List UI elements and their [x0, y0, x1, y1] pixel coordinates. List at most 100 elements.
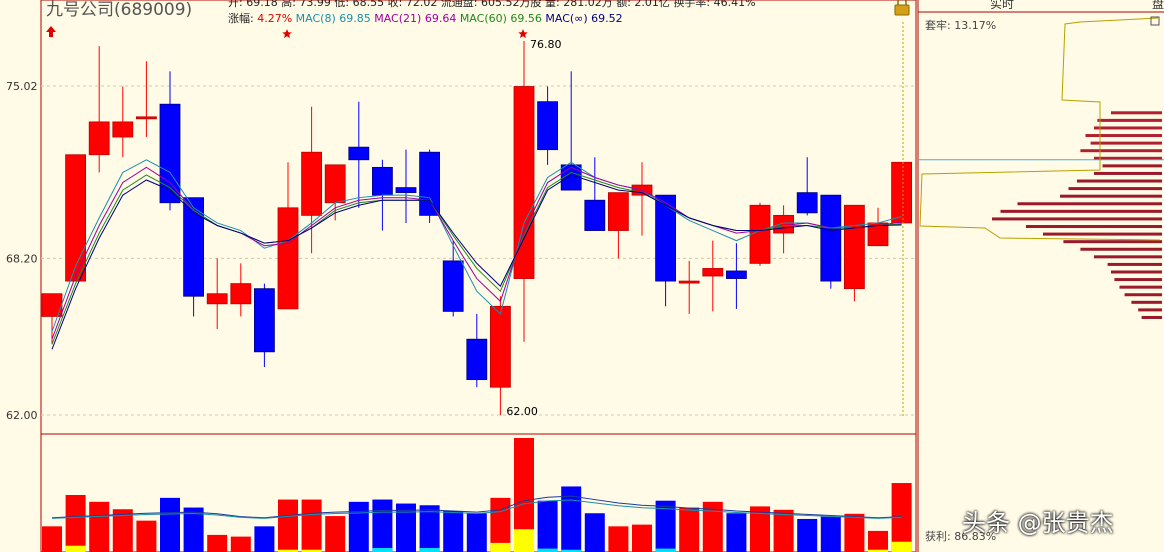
- lock-icon: [894, 4, 910, 16]
- candle-body-16: [419, 151, 441, 216]
- y-tick-label-2: 75.02: [6, 80, 38, 93]
- volume-highlight-16: [419, 548, 440, 552]
- candle-body-5: [159, 103, 181, 204]
- candle-body-23: [584, 199, 606, 231]
- quote-label-1: 高:: [281, 0, 296, 9]
- candle-body-28: [702, 268, 724, 277]
- indicator-label-0: 涨幅:: [228, 12, 254, 25]
- candle-body-18: [466, 338, 488, 381]
- candle-body-4: [135, 116, 157, 120]
- indicator-value-3: 69.56: [506, 12, 546, 25]
- quote-label-0: 开:: [228, 0, 243, 9]
- quote-row-2: 涨幅: 4.27% MAC(8) 69.85 MAC(21) 69.64 MAC…: [228, 10, 623, 26]
- candle-body-3: [112, 121, 134, 138]
- candle-body-7: [206, 293, 228, 305]
- chip-bar-16: [1060, 194, 1162, 198]
- chip-bar-6: [1111, 270, 1162, 274]
- quote-value-3: 72.02: [402, 0, 441, 9]
- chip-bar-22: [1080, 149, 1162, 153]
- chip-bar-1: [1138, 308, 1162, 312]
- volume-highlight-20: [514, 529, 534, 552]
- chip-bar-24: [1085, 134, 1162, 138]
- quote-label-4: 流通盘:: [440, 0, 478, 9]
- volume-bar-6: [183, 507, 204, 552]
- candle-body-2: [88, 121, 110, 156]
- chip-bar-4: [1119, 285, 1162, 289]
- price-annotation-1: 62.00: [506, 405, 538, 418]
- candle-body-31: [773, 214, 794, 234]
- chip-bar-11: [1043, 232, 1162, 236]
- volume-bar-13: [348, 501, 369, 552]
- volume-highlight-21: [537, 548, 558, 552]
- volume-bar-31: [773, 509, 794, 552]
- volume-bar-1: [65, 495, 86, 552]
- right-tab-pan[interactable]: 盘: [1152, 0, 1164, 11]
- volume-highlight-1: [65, 545, 86, 552]
- candle-body-15: [395, 187, 417, 194]
- trapped-ratio-label: 套牢: 13.17%: [925, 19, 997, 32]
- volume-bar-7: [207, 534, 228, 552]
- candle-body-30: [749, 204, 771, 264]
- candle-body-33: [820, 194, 842, 282]
- volume-bar-11: [301, 499, 322, 552]
- candle-body-13: [348, 146, 370, 161]
- candle-body-6: [183, 197, 205, 297]
- quote-value-4: 605.52万股: [477, 0, 546, 9]
- candle-body-11: [301, 151, 323, 216]
- chip-bar-27: [1111, 111, 1162, 115]
- volume-bar-22: [561, 486, 582, 552]
- price-annotation-0: 76.80: [530, 38, 562, 51]
- volume-bar-20: [514, 438, 534, 552]
- volume-bar-5: [160, 497, 180, 552]
- chip-bar-12: [1026, 225, 1162, 229]
- candle-body-19: [489, 305, 511, 388]
- volume-bar-4: [136, 520, 157, 552]
- volume-ma-line-2: [51, 499, 902, 519]
- volume-highlight-10: [278, 549, 298, 552]
- up-arrow-marker-0: [46, 26, 56, 37]
- quote-value-5: 281.02万: [559, 0, 617, 9]
- candle-body-17: [442, 260, 464, 312]
- ma-line-3: [51, 174, 902, 350]
- volume-bar-33: [820, 516, 841, 552]
- volume-highlight-14: [372, 548, 393, 552]
- chip-bar-8: [1094, 255, 1162, 259]
- chip-bar-21: [1094, 156, 1162, 160]
- volume-bar-16: [419, 505, 440, 552]
- chip-bar-7: [1107, 262, 1162, 266]
- volume-bar-34: [844, 513, 865, 552]
- volume-bar-29: [726, 513, 747, 552]
- indicator-value-0: 4.27%: [253, 12, 296, 25]
- right-tab-realtime[interactable]: 实时: [990, 0, 1015, 11]
- candle-body-9: [253, 288, 275, 353]
- volume-bar-14: [372, 499, 393, 552]
- resize-icon: [1150, 16, 1160, 26]
- volume-highlight-36: [891, 541, 912, 552]
- volume-bar-18: [466, 513, 487, 552]
- star-marker-1: [282, 29, 292, 39]
- candle-body-8: [230, 283, 252, 305]
- volume-bar-35: [868, 530, 888, 552]
- chip-bar-17: [1068, 187, 1162, 191]
- volume-ma-line: [51, 495, 902, 519]
- watermark: 头条 @张贵杰: [962, 509, 1114, 537]
- candle-body-12: [324, 164, 346, 204]
- chip-bar-10: [1063, 240, 1162, 244]
- volume-bar-32: [797, 518, 818, 552]
- volume-bar-26: [655, 500, 676, 552]
- volume-bar-27: [679, 507, 700, 552]
- volume-bar-15: [396, 503, 416, 552]
- volume-bar-10: [278, 499, 298, 552]
- y-tick-label-1: 68.20: [6, 252, 38, 265]
- volume-bar-23: [584, 513, 605, 552]
- quote-value-2: 68.55: [349, 0, 388, 9]
- candle-body-1: [65, 154, 86, 282]
- indicator-value-2: 69.64: [421, 12, 460, 25]
- quote-label-7: 换手率:: [673, 0, 711, 9]
- volume-highlight-22: [561, 549, 582, 552]
- volume-bar-17: [443, 510, 464, 552]
- volume-bar-30: [750, 506, 770, 552]
- stock-title: 九号公司(689009): [46, 0, 193, 20]
- chip-bar-26: [1097, 118, 1162, 122]
